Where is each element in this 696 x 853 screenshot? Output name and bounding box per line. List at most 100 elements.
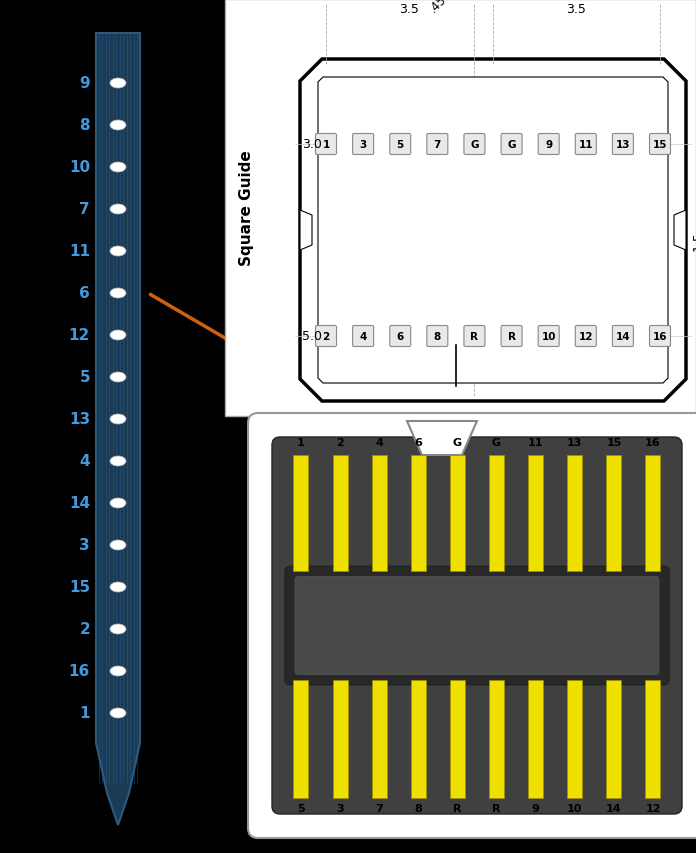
Text: 14: 14 (69, 496, 90, 511)
Ellipse shape (110, 205, 126, 215)
Bar (372, 456, 387, 572)
Text: 11: 11 (578, 140, 593, 150)
Text: 6: 6 (397, 332, 404, 341)
FancyBboxPatch shape (649, 326, 670, 347)
FancyBboxPatch shape (427, 134, 448, 155)
Text: 3: 3 (336, 803, 344, 813)
Text: 15: 15 (653, 140, 667, 150)
Text: 4: 4 (359, 332, 367, 341)
Bar (489, 680, 504, 798)
Text: 2: 2 (79, 622, 90, 636)
Ellipse shape (110, 583, 126, 592)
Text: G: G (470, 140, 479, 150)
FancyBboxPatch shape (649, 134, 670, 155)
Text: R: R (470, 332, 478, 341)
FancyBboxPatch shape (390, 326, 411, 347)
Text: 3.5: 3.5 (567, 3, 587, 16)
Bar (450, 680, 465, 798)
Polygon shape (674, 211, 686, 251)
Text: R: R (492, 803, 501, 813)
Text: 7: 7 (434, 140, 441, 150)
Text: 12: 12 (578, 332, 593, 341)
Text: 13: 13 (616, 140, 630, 150)
Text: 3: 3 (360, 140, 367, 150)
Text: 5.0: 5.0 (302, 330, 322, 343)
FancyBboxPatch shape (538, 134, 559, 155)
FancyBboxPatch shape (464, 326, 485, 347)
Text: 14: 14 (606, 803, 622, 813)
Bar (606, 456, 622, 572)
Ellipse shape (110, 624, 126, 635)
Text: R: R (453, 803, 461, 813)
Text: 7: 7 (375, 803, 383, 813)
Bar (567, 456, 583, 572)
Text: 11: 11 (528, 438, 544, 448)
FancyBboxPatch shape (315, 326, 336, 347)
FancyBboxPatch shape (612, 326, 633, 347)
Text: 10: 10 (69, 160, 90, 176)
Text: 9: 9 (532, 803, 539, 813)
FancyBboxPatch shape (501, 326, 522, 347)
Text: Square Guide: Square Guide (239, 150, 255, 266)
Text: 10: 10 (567, 803, 583, 813)
Text: R: R (507, 332, 516, 341)
Text: 16: 16 (69, 664, 90, 679)
Text: G: G (492, 438, 501, 448)
FancyBboxPatch shape (538, 326, 559, 347)
Text: 7: 7 (79, 202, 90, 218)
Text: 8: 8 (79, 119, 90, 133)
Bar (333, 680, 347, 798)
Text: 16: 16 (653, 332, 667, 341)
Ellipse shape (110, 163, 126, 173)
Text: 2: 2 (336, 438, 344, 448)
Polygon shape (318, 78, 668, 384)
FancyBboxPatch shape (353, 326, 374, 347)
Text: 13: 13 (567, 438, 583, 448)
Bar (489, 456, 504, 572)
FancyBboxPatch shape (501, 134, 522, 155)
Bar (294, 680, 308, 798)
FancyBboxPatch shape (576, 326, 596, 347)
FancyBboxPatch shape (612, 134, 633, 155)
Bar (333, 456, 347, 572)
Text: G: G (507, 140, 516, 150)
Bar (567, 680, 583, 798)
Bar (606, 680, 622, 798)
Text: 13: 13 (69, 412, 90, 427)
Text: 16: 16 (645, 438, 661, 448)
Text: 4: 4 (79, 454, 90, 469)
Bar (528, 680, 543, 798)
Ellipse shape (110, 373, 126, 382)
Ellipse shape (110, 456, 126, 467)
Text: 3.5: 3.5 (400, 3, 420, 16)
FancyBboxPatch shape (576, 134, 596, 155)
Bar (528, 456, 543, 572)
Ellipse shape (110, 331, 126, 340)
Bar (411, 680, 426, 798)
Bar (450, 456, 465, 572)
Bar (294, 456, 308, 572)
Text: 14: 14 (615, 332, 630, 341)
Text: 15: 15 (606, 438, 622, 448)
Ellipse shape (110, 540, 126, 550)
FancyBboxPatch shape (390, 134, 411, 155)
Text: 12: 12 (645, 803, 661, 813)
Bar (411, 456, 426, 572)
Text: 10: 10 (541, 332, 556, 341)
Text: G: G (453, 438, 462, 448)
Text: 6: 6 (414, 438, 422, 448)
Text: 9: 9 (79, 77, 90, 91)
Text: 1: 1 (79, 705, 90, 721)
FancyBboxPatch shape (285, 566, 669, 685)
FancyBboxPatch shape (427, 326, 448, 347)
Bar (645, 680, 661, 798)
Text: 6: 6 (79, 286, 90, 301)
Text: 5: 5 (397, 140, 404, 150)
FancyBboxPatch shape (248, 414, 696, 838)
Ellipse shape (110, 247, 126, 257)
Bar (645, 456, 661, 572)
Text: 1: 1 (322, 140, 330, 150)
Text: 8: 8 (414, 803, 422, 813)
FancyBboxPatch shape (225, 0, 696, 416)
Text: 5: 5 (297, 803, 305, 813)
